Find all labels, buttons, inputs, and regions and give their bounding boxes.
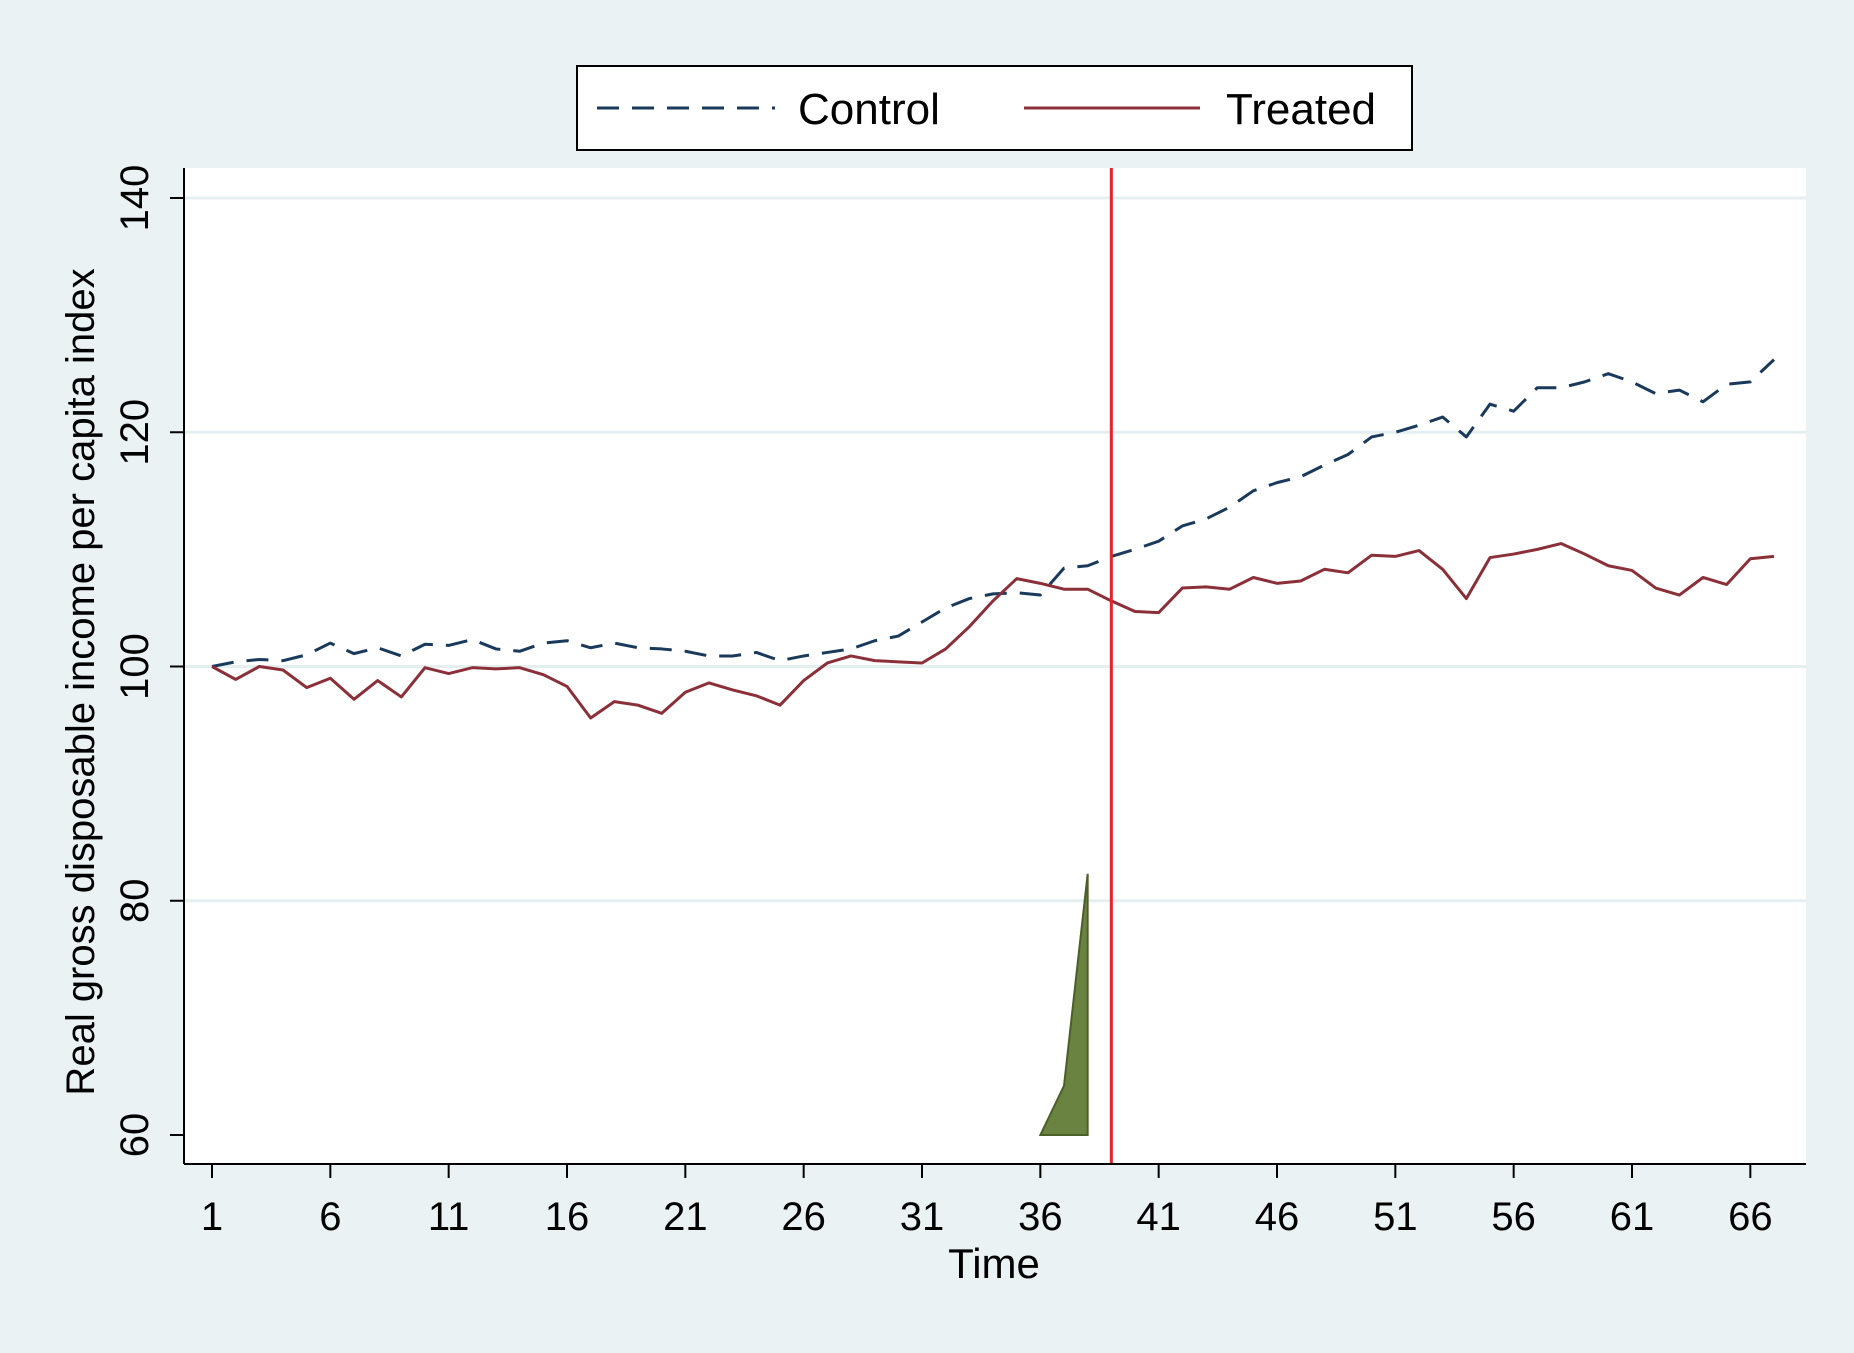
x-tick-label-16: 16 [545,1195,590,1239]
x-tick-label-21: 21 [663,1195,708,1239]
y-axis-title: Real gross disposable income per capita … [59,268,103,1095]
x-tick-label-11: 11 [428,1195,470,1239]
x-tick-label-56: 56 [1491,1195,1536,1239]
density-marker-group [1038,873,1089,1136]
legend-control-label: Control [798,85,940,134]
x-tick-label-6: 6 [319,1195,341,1239]
legend: Control Treated [576,65,1413,151]
x-tick-label-1: 1 [201,1195,223,1239]
legend-treated-label: Treated [1226,85,1376,134]
y-tick-label-100: 100 [113,633,157,700]
y-tick-label-60: 60 [113,1113,157,1158]
y-tick-label-80: 80 [113,879,157,924]
x-tick-label-61: 61 [1610,1195,1655,1239]
gridlines [184,196,1806,903]
x-tick-label-51: 51 [1373,1195,1418,1239]
x-tick-label-46: 46 [1255,1195,1300,1239]
x-tick-label-26: 26 [781,1195,826,1239]
x-tick-label-66: 66 [1728,1195,1773,1239]
x-ticks: 1 6 11 16 21 26 31 36 41 46 51 56 61 66 [201,1164,1773,1239]
x-tick-label-36: 36 [1018,1195,1063,1239]
y-tick-label-140: 140 [113,165,157,232]
y-ticks: 60 80 100 120 140 [113,165,184,1158]
y-tick-label-120: 120 [113,399,157,466]
x-axis-title: Time [948,1240,1040,1287]
density-marker [1038,873,1089,1136]
x-tick-label-31: 31 [900,1195,945,1239]
series-line-treated [211,542,1775,720]
x-tick-label-41: 41 [1136,1195,1181,1239]
series-line-control [211,358,1776,668]
series-group [211,358,1776,720]
